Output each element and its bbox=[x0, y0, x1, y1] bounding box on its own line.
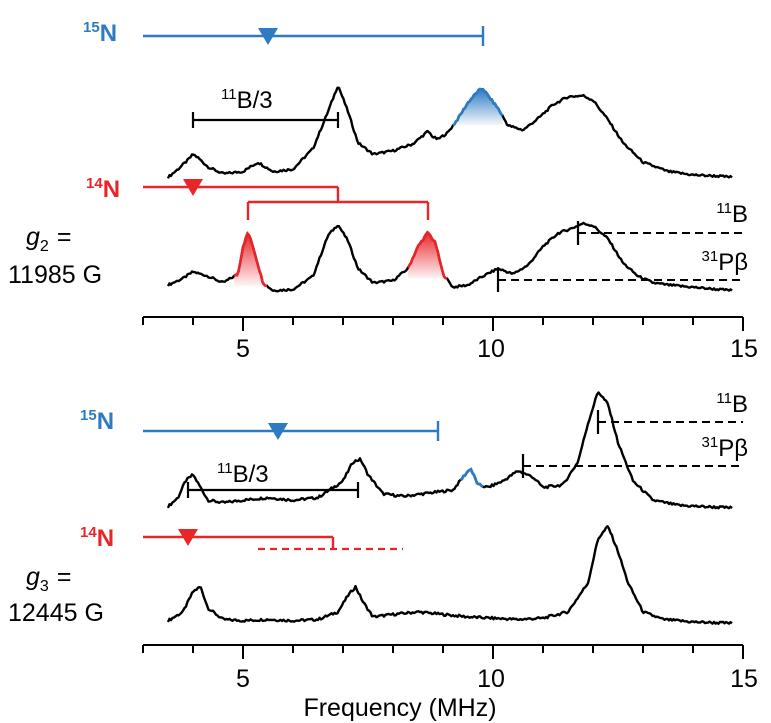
upper-marker-31p-mass: 31 bbox=[702, 248, 719, 265]
lower-marker-11b-label: 11B bbox=[716, 390, 748, 418]
lower-tick-label-10: 10 bbox=[477, 665, 505, 693]
lower-field-value: 12445 G bbox=[8, 599, 104, 627]
upper-marker-11b-mass: 11 bbox=[716, 200, 732, 217]
upper-peak-outline-2 bbox=[406, 230, 448, 280]
axes-layer bbox=[142, 316, 744, 659]
lower-n14-mass: 14 bbox=[80, 524, 97, 541]
upper-n14-element: N bbox=[103, 176, 120, 203]
upper-marker-11b-label: 11B bbox=[716, 200, 748, 228]
upper-n14-label: 14N bbox=[86, 175, 120, 203]
lower-marker-31p-rest: Pβ bbox=[718, 435, 748, 462]
lower-n15-mass: 15 bbox=[80, 407, 97, 424]
upper-peak-fill-2 bbox=[408, 232, 447, 279]
upper-n14-mass: 14 bbox=[86, 175, 103, 192]
lower-n14-label: 14N bbox=[80, 524, 114, 552]
upper-tick-label-10: 10 bbox=[477, 335, 505, 363]
upper-b11-bracket-label: 11B/3 bbox=[221, 86, 273, 114]
upper-marker-31p-rest: Pβ bbox=[718, 249, 748, 276]
assignment-bars-layer bbox=[143, 26, 485, 551]
lower-b11-bracket-rest: B/3 bbox=[233, 461, 269, 488]
lower-g-subscript: 3 bbox=[40, 578, 49, 595]
upper-n14-center-marker bbox=[183, 179, 203, 196]
upper-peak-outline-0 bbox=[452, 87, 504, 127]
lower-marker-11b-mass: 11 bbox=[716, 390, 732, 407]
lower-n15-center-marker bbox=[268, 423, 288, 440]
upper-g-subscript: 2 bbox=[40, 238, 49, 255]
lower-n15-element: N bbox=[97, 408, 114, 435]
lower-g-equals: = bbox=[57, 563, 72, 591]
lower-tick-label-15: 15 bbox=[730, 665, 758, 693]
lower-marker-11b-rest: B bbox=[732, 391, 748, 418]
lower-field-symbol: g3 = bbox=[26, 563, 71, 595]
lower-n14-element: N bbox=[97, 525, 114, 552]
upper-n15-center-marker bbox=[258, 28, 278, 45]
lower-marker-31p-mass: 31 bbox=[702, 434, 719, 451]
upper-peak-outline-1 bbox=[233, 231, 267, 287]
lower-n14-center-marker bbox=[178, 529, 198, 546]
marker-layer bbox=[496, 221, 743, 478]
lower-trace-n14 bbox=[166, 525, 733, 625]
upper-n15-element: N bbox=[100, 20, 117, 47]
lower-n15-highlight-segment bbox=[459, 467, 484, 488]
upper-trace-n15 bbox=[166, 86, 733, 179]
upper-n15-label: 15N bbox=[83, 19, 117, 47]
upper-g-equals: = bbox=[57, 223, 72, 251]
upper-tick-label-5: 5 bbox=[236, 335, 250, 363]
lower-b11-bracket-label: 11B/3 bbox=[217, 460, 269, 488]
upper-b11-bracket-mass: 11 bbox=[221, 86, 237, 103]
lower-b11-bracket-mass: 11 bbox=[217, 460, 233, 477]
upper-field-value: 11985 G bbox=[8, 261, 102, 289]
upper-marker-11b-rest: B bbox=[732, 201, 748, 228]
lower-g-letter: g bbox=[26, 563, 40, 591]
upper-g-letter: g bbox=[26, 223, 40, 251]
upper-n15-mass: 15 bbox=[83, 19, 100, 36]
lower-marker-31p-label: 31Pβ bbox=[702, 434, 749, 462]
upper-tick-label-15: 15 bbox=[730, 335, 758, 363]
lower-n15-label: 15N bbox=[80, 407, 114, 435]
upper-field-symbol: g2 = bbox=[26, 223, 71, 255]
upper-b11-bracket-rest: B/3 bbox=[237, 87, 273, 114]
lower-tick-label-5: 5 bbox=[236, 665, 250, 693]
upper-marker-31p-label: 31Pβ bbox=[702, 248, 749, 276]
upper-peak-fill-0 bbox=[453, 89, 503, 126]
spectrum-traces-layer bbox=[166, 86, 733, 625]
x-axis-title: Frequency (MHz) bbox=[303, 694, 496, 722]
lower-trace-n15 bbox=[166, 391, 733, 510]
